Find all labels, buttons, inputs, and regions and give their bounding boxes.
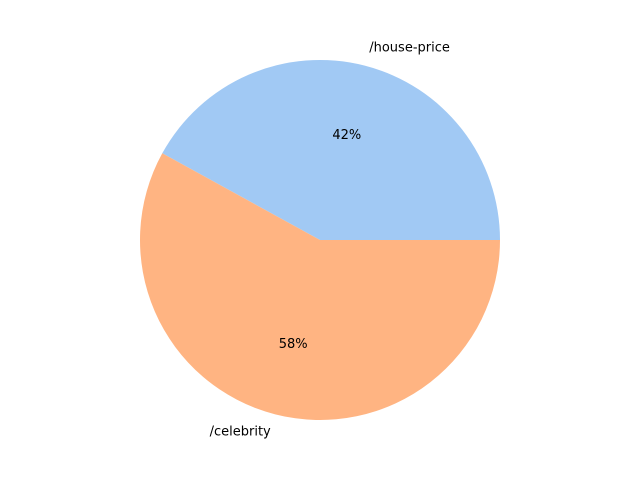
- pie-slice-house-price: [162, 59, 501, 241]
- slices-layer: [140, 59, 501, 420]
- slice-percent-label: 42%: [332, 128, 361, 143]
- labels-layer: 42% /house-price 58% /celebrity: [210, 41, 450, 440]
- slice-category-label: /house-price: [369, 41, 450, 56]
- pie-slice-celebrity: [140, 153, 500, 420]
- slice-percent-label: 58%: [279, 337, 308, 352]
- slice-category-label: /celebrity: [210, 424, 271, 439]
